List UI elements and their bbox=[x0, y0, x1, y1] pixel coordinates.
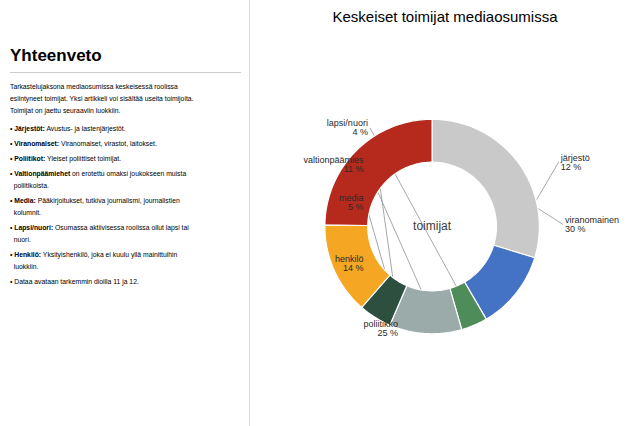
html-text:• Media: Pääkirjoitukset, tutk: • Media: Pääkirjoitukset, tutkiva journa… bbox=[10, 197, 180, 204]
html-text:• Poliitikot: Yleiset poliitti: • Poliitikot: Yleiset poliittiset toimij… bbox=[10, 155, 121, 162]
svg-text:järjestö12 %: järjestö12 % bbox=[560, 153, 590, 172]
svg-text:media5 %: media5 % bbox=[339, 193, 364, 212]
html-text:• Dataa avataan tarkemmin dioi: • Dataa avataan tarkemmin dioilla 11 ja … bbox=[10, 278, 139, 285]
html-text:• Henkilö: Yksityishenkilö, jo: • Henkilö: Yksityishenkilö, joka ei kuul… bbox=[10, 251, 178, 258]
html-text:• Viranomaiset: Viranomaiset,: • Viranomaiset: Viranomaiset, virastot, … bbox=[10, 140, 157, 147]
html-text:kolumnit.: kolumnit. bbox=[10, 209, 41, 216]
svg-text:valtionpäämies11 %: valtionpäämies11 % bbox=[304, 155, 365, 174]
html-text:Tarkastelujaksona mediaosumiss: Tarkastelujaksona mediaosumissa keskeise… bbox=[10, 83, 178, 90]
html-text:Toimijat on jaettu seuraaviin: Toimijat on jaettu seuraaviin luokkiin. bbox=[10, 107, 121, 114]
html-text:poliitikoista.: poliitikoista. bbox=[10, 182, 49, 189]
svg-text:henkilö14 %: henkilö14 % bbox=[335, 254, 364, 273]
html-text:• Valtionpäämiehet on erotettu: • Valtionpäämiehet on erotettu omaksi jo… bbox=[10, 170, 187, 177]
html-text:luokkiin.: luokkiin. bbox=[10, 263, 39, 270]
html-text:Keskeiset toimijat mediaosumis: Keskeiset toimijat mediaosumissa bbox=[332, 8, 558, 25]
svg-text:viranomainen30 %: viranomainen30 % bbox=[565, 215, 619, 234]
html-text:• Järjestöt: Avustus- ja laste: • Järjestöt: Avustus- ja lastenjärjestöt… bbox=[10, 125, 126, 132]
html-text:Yhteenveto: Yhteenveto bbox=[10, 46, 102, 65]
html-text:nuori.: nuori. bbox=[10, 236, 31, 243]
svg-text:lapsi/nuori4 %: lapsi/nuori4 % bbox=[327, 118, 368, 137]
svg-text:toimijat: toimijat bbox=[413, 219, 452, 233]
html-text:• Lapsi/nuori: Osumassa aktiiv: • Lapsi/nuori: Osumassa aktiivisessa roo… bbox=[10, 224, 189, 231]
svg-text:poliitikko25 %: poliitikko25 % bbox=[363, 319, 398, 338]
html-text:esiintyneet toimijat. Yksi art: esiintyneet toimijat. Yksi artikkeli voi… bbox=[10, 95, 194, 102]
